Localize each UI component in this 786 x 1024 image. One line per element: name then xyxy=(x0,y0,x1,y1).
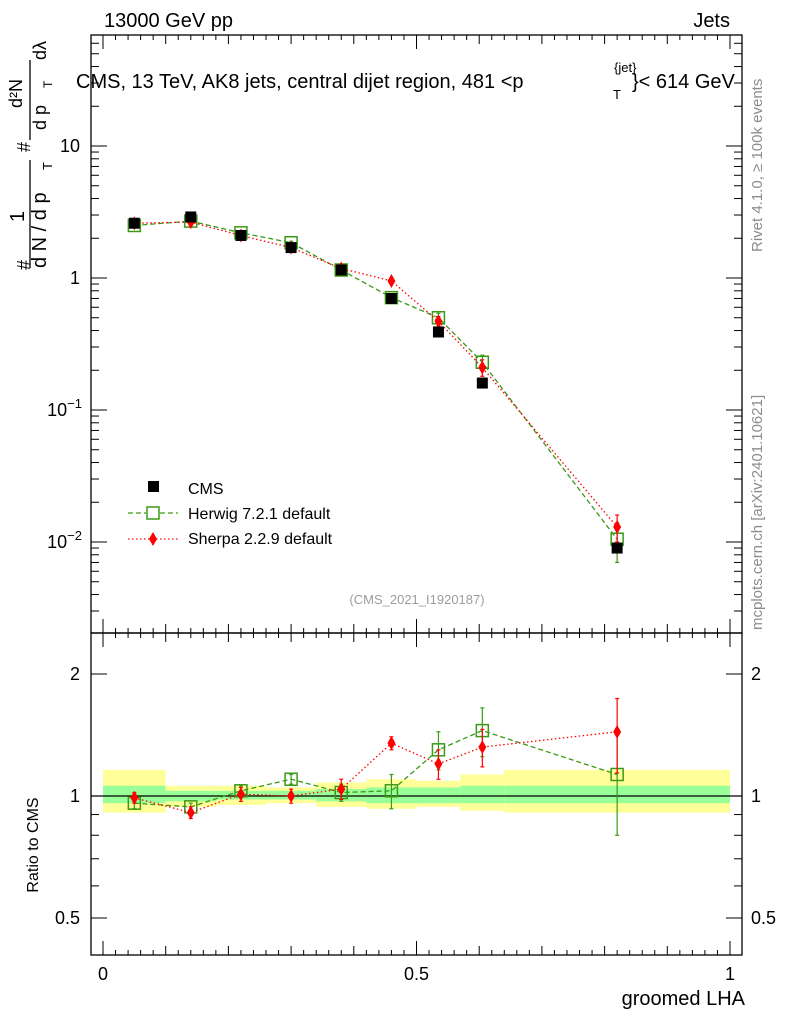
y-label-hash1: # xyxy=(14,260,34,270)
y-tick-label-ratio-right: 2 xyxy=(751,664,761,684)
legend-marker-cms xyxy=(148,481,159,492)
sherpa-ratio-point xyxy=(387,736,396,751)
cms-main-point xyxy=(611,542,623,554)
y-label-den2-sub: T xyxy=(41,80,55,88)
plot-title: CMS, 13 TeV, AK8 jets, central dijet reg… xyxy=(76,60,736,102)
legend-marker-sherpa xyxy=(149,532,157,546)
plot-title-tail: }< 614 GeV xyxy=(632,71,736,93)
sherpa-ratio-point xyxy=(236,787,245,802)
header-left: 13000 GeV pp xyxy=(104,10,233,32)
cms-main-point xyxy=(432,326,444,338)
y-tick-label-main: 10−1 xyxy=(47,396,82,420)
mcplots-text: mcplots.cern.ch [arXiv:2401.10621] xyxy=(749,395,766,630)
cms-main-point xyxy=(185,211,197,223)
cms-main-point xyxy=(385,292,397,304)
y-tick-label-ratio-right: 0.5 xyxy=(751,908,776,928)
y-axis-label-top: # 1 d N / d p T # d²N d p T dλ xyxy=(6,41,55,270)
legend-entry-cms: CMS xyxy=(148,481,224,498)
cms-main-point xyxy=(335,264,347,276)
y-label-denominator: d N / d p xyxy=(29,192,51,268)
sherpa-ratio-point xyxy=(186,805,195,820)
legend-entry-sherpa: Sherpa 2.2.9 default xyxy=(128,531,333,548)
rivet-version-text: Rivet 4.1.0, ≥ 100k events xyxy=(749,79,766,252)
sherpa-main-point xyxy=(478,360,487,375)
y-label-dlambda: dλ xyxy=(30,41,50,60)
cms-main-point xyxy=(128,217,140,229)
legend-entry-herwig: Herwig 7.2.1 default xyxy=(128,506,331,523)
sherpa-ratio-point xyxy=(130,790,139,805)
legend: CMS Herwig 7.2.1 default Sherpa 2.2.9 de… xyxy=(128,481,333,548)
main-series-layer xyxy=(127,211,624,564)
y-axis-label-bottom: Ratio to CMS xyxy=(25,797,42,892)
y-tick-label-main: 10 xyxy=(60,136,80,156)
y-tick-label-main: 1 xyxy=(70,268,80,288)
axes-layer: 0 0.5 1 10−2 10−1 1 10 0.5 0.5 1 1 2 2 xyxy=(47,34,776,984)
sherpa-ratio-point xyxy=(287,789,296,803)
sherpa-ratio-point xyxy=(434,756,443,771)
ratio-series-layer xyxy=(127,697,624,836)
y-label-num2: d²N xyxy=(6,79,26,108)
y-tick-label-ratio-right: 1 xyxy=(751,786,761,806)
ratio-band-green xyxy=(416,787,461,804)
sherpa-main-point xyxy=(434,314,443,329)
sherpa-main-point xyxy=(613,519,622,534)
sherpa-ratio-point xyxy=(337,782,346,797)
sherpa-ratio-point xyxy=(478,740,487,755)
y-label-den2: d p xyxy=(30,105,50,130)
y-tick-label-ratio: 0.5 xyxy=(55,908,80,928)
sherpa-main-point xyxy=(387,273,396,288)
plot-title-sub: T xyxy=(613,87,621,102)
plot-title-main: CMS, 13 TeV, AK8 jets, central dijet reg… xyxy=(76,71,524,93)
y-tick-label-ratio: 2 xyxy=(70,664,80,684)
ratio-band-green xyxy=(460,785,505,804)
y-label-hash2: # xyxy=(14,142,34,152)
cms-main-point xyxy=(476,377,488,389)
header-right: Jets xyxy=(693,10,730,32)
herwig-ratio-point xyxy=(384,784,399,798)
y-label-numerator: 1 xyxy=(7,211,29,222)
legend-label-herwig: Herwig 7.2.1 default xyxy=(188,506,331,523)
legend-label-sherpa: Sherpa 2.2.9 default xyxy=(188,531,333,548)
cms-main-point xyxy=(285,242,297,254)
sherpa-ratio-point xyxy=(613,724,622,739)
legend-label-cms: CMS xyxy=(188,481,224,498)
herwig-ratio-point xyxy=(284,772,298,786)
analysis-watermark: (CMS_2021_I1920187) xyxy=(349,592,484,607)
y-tick-label-ratio: 1 xyxy=(70,786,80,806)
legend-marker-herwig xyxy=(146,506,160,520)
y-label-denominator-sub: T xyxy=(40,162,55,170)
cms-main-point xyxy=(235,229,247,241)
x-tick-label: 0.5 xyxy=(404,964,429,984)
x-axis-label: groomed LHA xyxy=(622,988,746,1010)
y-tick-label-main: 10−2 xyxy=(47,528,82,552)
plot-title-sup: {jet} xyxy=(614,60,637,75)
x-tick-label: 1 xyxy=(725,964,735,984)
x-tick-label: 0 xyxy=(98,964,108,984)
